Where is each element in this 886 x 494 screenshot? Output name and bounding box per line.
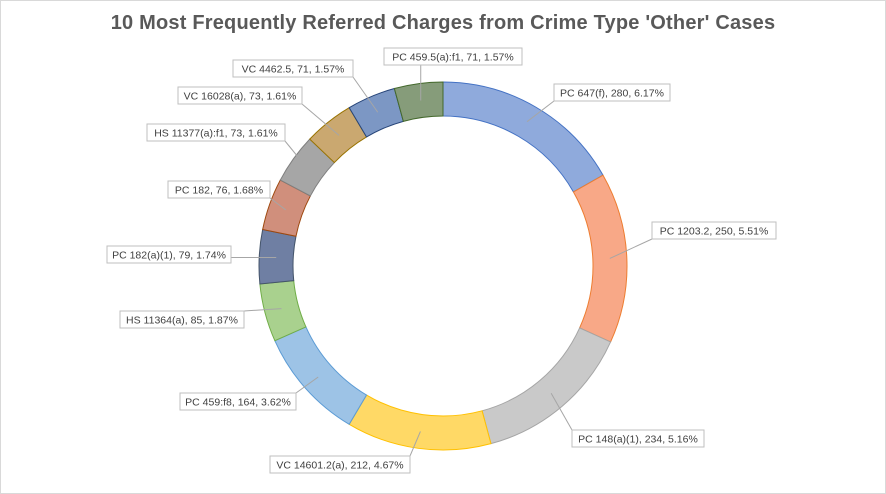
leader-line-5 — [295, 376, 319, 394]
donut-slice-4 — [348, 394, 492, 451]
data-label-box — [553, 83, 671, 102]
data-label-box — [571, 429, 705, 448]
data-label-text: PC 459.5(a):f1, 71, 1.57% — [392, 52, 513, 64]
donut-slice-7 — [258, 228, 297, 285]
leader-line-6 — [243, 308, 282, 312]
data-label-12: PC 459.5(a):f1, 71, 1.57% — [383, 47, 523, 66]
leader-line-9 — [284, 140, 308, 169]
donut-slice-3 — [481, 327, 612, 445]
data-label-box — [106, 245, 232, 264]
data-label-text: VC 16028(a), 73, 1.61% — [184, 91, 297, 103]
data-label-7: PC 182(a)(1), 79, 1.74% — [106, 245, 232, 264]
data-label-4: VC 14601.2(a), 212, 4.67% — [269, 455, 411, 474]
data-label-text: HS 11364(a), 85, 1.87% — [126, 315, 238, 327]
leader-line-2 — [609, 238, 653, 259]
data-label-box — [232, 59, 354, 78]
data-label-8: PC 182, 76, 1.68% — [167, 180, 271, 199]
data-label-6: HS 11364(a), 85, 1.87% — [119, 310, 245, 329]
data-label-9: HS 11377(a):f1, 73, 1.61% — [146, 123, 286, 142]
data-label-10: VC 16028(a), 73, 1.61% — [177, 86, 303, 105]
leader-line-4 — [409, 431, 421, 457]
data-label-box — [146, 123, 286, 142]
data-label-text: VC 4462.5, 71, 1.57% — [242, 64, 345, 76]
leader-line-3 — [550, 393, 573, 431]
data-label-2: PC 1203.2, 250, 5.51% — [651, 221, 777, 240]
data-label-text: PC 182, 76, 1.68% — [175, 185, 263, 197]
data-label-text: PC 1203.2, 250, 5.51% — [660, 226, 769, 238]
data-label-text: PC 459:f8, 164, 3.62% — [185, 397, 291, 409]
data-label-box — [383, 47, 523, 66]
data-label-1: PC 647(f), 280, 6.17% — [553, 83, 671, 102]
data-label-box — [651, 221, 777, 240]
data-label-box — [269, 455, 411, 474]
data-label-5: PC 459:f8, 164, 3.62% — [179, 392, 297, 411]
leader-line-11 — [352, 76, 379, 113]
data-label-11: VC 4462.5, 71, 1.57% — [232, 59, 354, 78]
data-label-text: HS 11377(a):f1, 73, 1.61% — [154, 128, 278, 140]
chart-title: 10 Most Frequently Referred Charges from… — [110, 12, 776, 34]
data-label-box — [119, 310, 245, 329]
leader-line-10 — [301, 103, 340, 136]
data-label-box — [179, 392, 297, 411]
data-label-box — [177, 86, 303, 105]
data-label-text: PC 182(a)(1), 79, 1.74% — [112, 250, 226, 262]
leader-line-1 — [526, 100, 555, 123]
leader-line-8 — [269, 197, 287, 211]
donut-slice-2 — [572, 174, 628, 343]
data-label-text: VC 14601.2(a), 212, 4.67% — [276, 460, 403, 472]
data-label-text: PC 148(a)(1), 234, 5.16% — [578, 434, 698, 446]
data-label-3: PC 148(a)(1), 234, 5.16% — [571, 429, 705, 448]
donut-slice-12 — [393, 81, 444, 122]
data-label-text: PC 647(f), 280, 6.17% — [560, 88, 664, 100]
data-label-box — [167, 180, 271, 199]
